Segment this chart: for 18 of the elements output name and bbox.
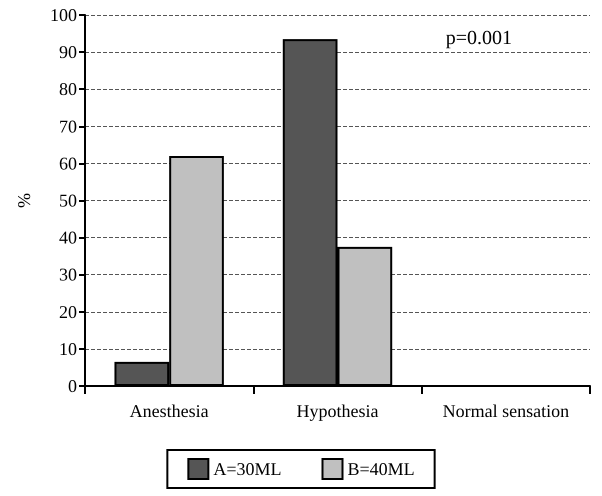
y-tick-label: 100 [50, 5, 77, 25]
y-tick-label: 70 [59, 116, 77, 136]
x-tick-label: Hypothesia [296, 401, 379, 421]
x-tick-label: Anesthesia [130, 401, 209, 421]
y-tick-label: 90 [59, 42, 77, 62]
y-tick-label: 30 [59, 264, 77, 285]
x-tick-label: Normal sensation [442, 401, 570, 421]
y-tick-label: 0 [68, 376, 77, 396]
y-tick-label: 20 [59, 302, 77, 322]
y-tick-label: 10 [59, 338, 77, 359]
legend-label: B=40ML [347, 459, 415, 479]
legend-label: A=30ML [213, 459, 282, 479]
y-tick-label: 80 [59, 79, 77, 100]
y-axis-title: % [14, 193, 34, 208]
y-tick-label: 50 [59, 190, 77, 210]
y-tick-label: 60 [59, 153, 77, 174]
y-tick-label: 40 [59, 228, 77, 248]
annotation: p=0.001 [446, 27, 512, 49]
